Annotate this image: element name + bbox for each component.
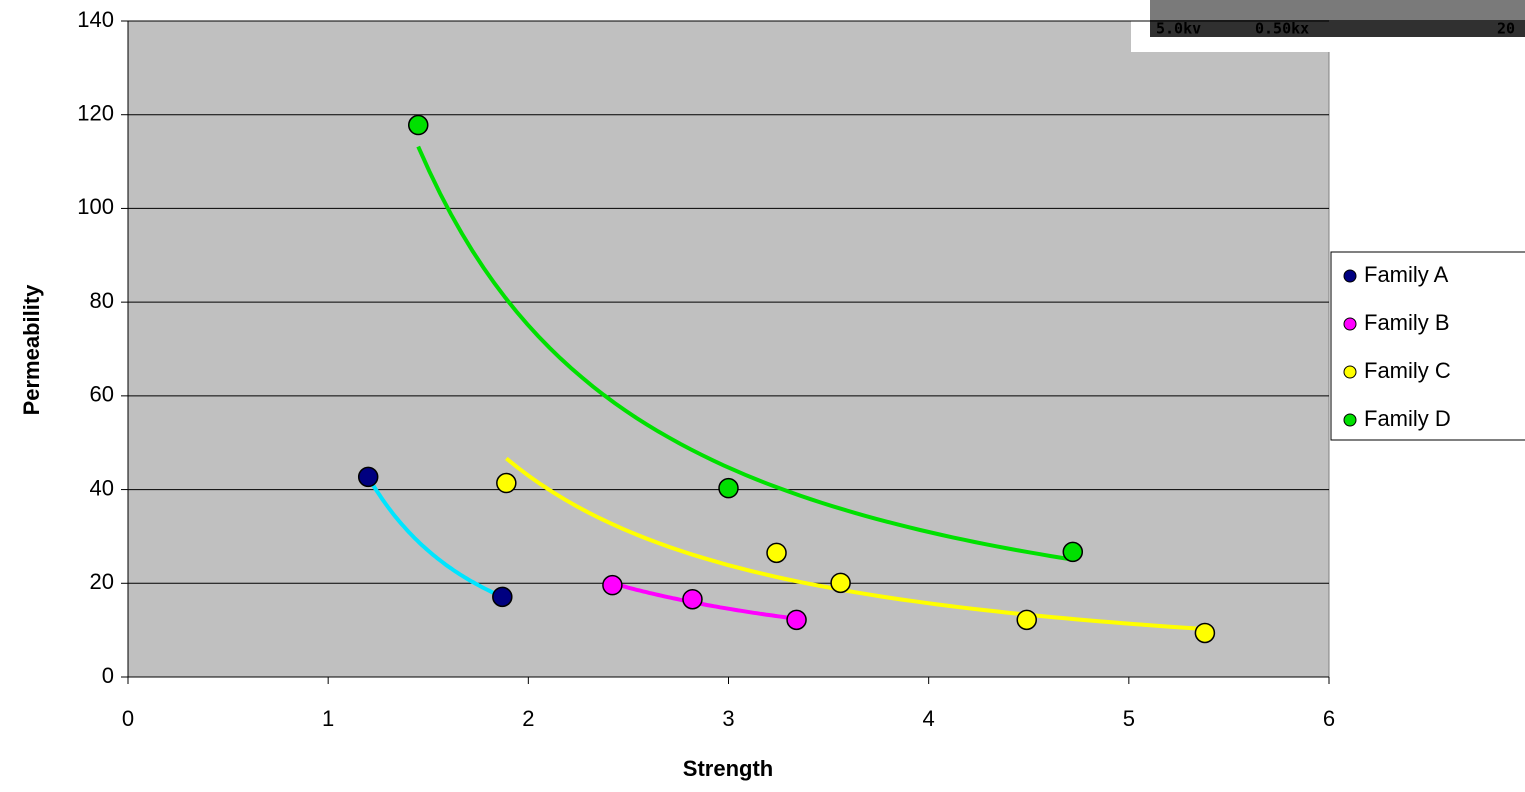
y-tick-label: 120 (77, 101, 114, 126)
legend-label: Family A (1364, 262, 1449, 287)
point (767, 543, 786, 562)
legend-marker (1344, 366, 1356, 378)
point (493, 587, 512, 606)
inset-strip (1150, 20, 1525, 37)
point (1017, 610, 1036, 629)
point (359, 467, 378, 486)
plot-area (128, 21, 1329, 677)
point (497, 474, 516, 493)
y-tick-label: 100 (77, 194, 114, 219)
legend-label: Family D (1364, 406, 1451, 431)
legend-marker (1344, 318, 1356, 330)
x-tick-label: 0 (122, 706, 134, 731)
inset-label: 5.0kv (1156, 20, 1201, 38)
y-tick-label: 80 (90, 288, 114, 313)
point (719, 479, 738, 498)
x-tick-label: 4 (923, 706, 935, 731)
y-tick-label: 20 (90, 569, 114, 594)
x-axis-title: Strength (683, 756, 773, 781)
point (1063, 542, 1082, 561)
x-tick-label: 6 (1323, 706, 1335, 731)
point (409, 116, 428, 135)
legend-label: Family C (1364, 358, 1451, 383)
inset-label: 0.50kx (1255, 20, 1309, 38)
x-tick-label: 2 (522, 706, 534, 731)
y-tick-label: 140 (77, 7, 114, 32)
point (831, 573, 850, 592)
y-tick-label: 60 (90, 382, 114, 407)
point (1195, 623, 1214, 642)
point (603, 576, 622, 595)
y-tick-label: 40 (90, 475, 114, 500)
point (683, 590, 702, 609)
x-tick-label: 3 (722, 706, 734, 731)
inset-label: 20 (1497, 20, 1515, 38)
x-tick-label: 5 (1123, 706, 1135, 731)
chart: 5.0kv 0.50kx 20 Strength Permeability 02… (0, 0, 1525, 787)
y-tick-label: 0 (102, 663, 114, 688)
legend-marker (1344, 414, 1356, 426)
legend-marker (1344, 270, 1356, 282)
y-axis-title: Permeability (19, 284, 44, 416)
point (787, 610, 806, 629)
legend-label: Family B (1364, 310, 1450, 335)
x-tick-label: 1 (322, 706, 334, 731)
